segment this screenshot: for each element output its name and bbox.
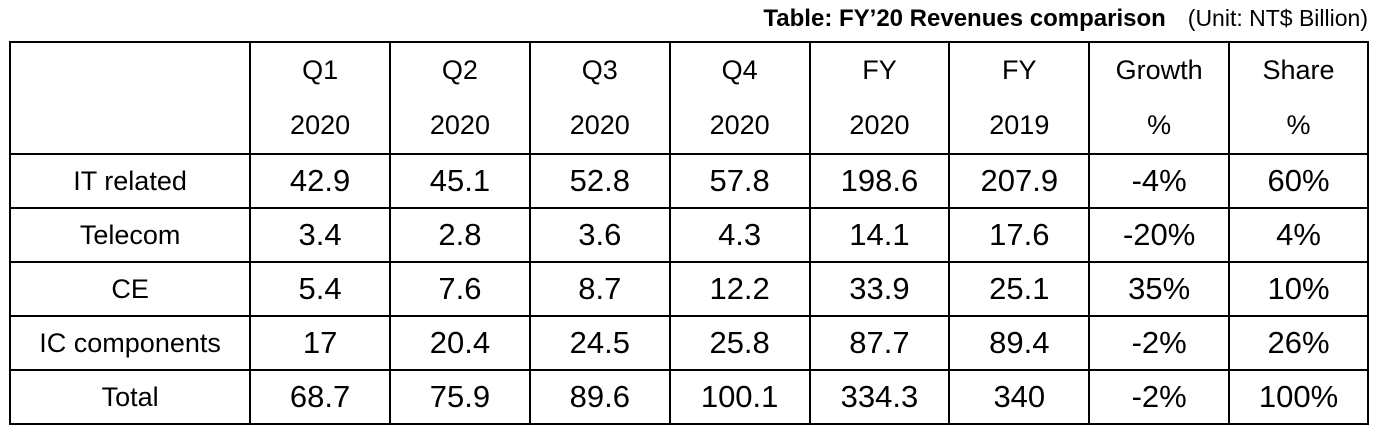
corner-cell (8, 41, 252, 155)
column-header-line2: 2019 (989, 110, 1050, 140)
column-header: FY 2019 (948, 41, 1091, 155)
table-cell: 25.1 (948, 261, 1091, 317)
column-header: FY 2020 (808, 41, 951, 155)
column-header: Growth% (1088, 41, 1231, 155)
table-cell: 89.4 (948, 315, 1091, 371)
table-cell: 57.8 (668, 153, 811, 209)
table-cell: -4% (1088, 153, 1231, 209)
table-cell: 45.1 (389, 153, 531, 209)
table-cell: 5.4 (249, 261, 392, 317)
column-header-line2: 2020 (849, 110, 910, 140)
column-header-line1: Growth (1115, 55, 1203, 85)
column-header-line1: FY (862, 55, 897, 85)
column-header-line1: FY (1002, 55, 1037, 85)
table-cell: 12.2 (668, 261, 811, 317)
revenue-table: Q1 2020 Q2 2020 Q3 2020 Q4 2020 FY 2020 FY 2019 Grow… (8, 41, 1369, 425)
table-row: IC components 17 20.4 24.5 25.8 87.7 89.4 -2% 26… (8, 315, 1369, 371)
table-cell: 89.6 (528, 369, 671, 425)
column-header-line1: Q1 (302, 55, 339, 85)
table-cell: 207.9 (948, 153, 1091, 209)
column-header: Share% (1228, 41, 1369, 155)
table-body: IT related 42.9 45.1 52.8 57.8 198.6 207.9 -4% 6… (8, 153, 1369, 425)
table-row: CE 5.4 7.6 8.7 12.2 33.9 25.1 35% 10% (8, 261, 1369, 317)
table-cell: 2.8 (389, 207, 531, 263)
table-cell: 68.7 (249, 369, 392, 425)
table-row: IT related 42.9 45.1 52.8 57.8 198.6 207.9 -4% 6… (8, 153, 1369, 209)
column-header-line2: % (1286, 110, 1311, 140)
table-cell: 33.9 (808, 261, 951, 317)
table-cell: 198.6 (808, 153, 951, 209)
column-header-line1: Q4 (721, 55, 758, 85)
unit-label: (Unit: NT$ Billion) (1187, 5, 1368, 31)
table-cell: 334.3 (808, 369, 951, 425)
column-header-line2: 2020 (429, 110, 490, 140)
table-row: Total 68.7 75.9 89.6 100.1 334.3 340 -2% 100% (8, 369, 1369, 425)
table-cell: 100.1 (668, 369, 811, 425)
row-label: CE (8, 261, 252, 317)
table-cell: 17.6 (948, 207, 1091, 263)
row-label: Telecom (8, 207, 252, 263)
column-header: Q1 2020 (249, 41, 392, 155)
table-title: Table: FY’20 Revenues comparison (763, 5, 1166, 32)
column-header-line1: Share (1262, 55, 1335, 85)
column-header-line2: % (1147, 110, 1172, 140)
table-cell: 10% (1228, 261, 1369, 317)
table-cell: -20% (1088, 207, 1231, 263)
table-cell: 26% (1228, 315, 1369, 371)
table-cell: 340 (948, 369, 1091, 425)
table-cell: 25.8 (668, 315, 811, 371)
column-header: Q2 2020 (389, 41, 531, 155)
table-cell: 14.1 (808, 207, 951, 263)
column-header-line1: Q2 (441, 55, 478, 85)
column-header-line2: 2020 (709, 110, 770, 140)
table-cell: 17 (249, 315, 392, 371)
table-cell: 4.3 (668, 207, 811, 263)
table-cell: 75.9 (389, 369, 531, 425)
row-label: IT related (8, 153, 252, 209)
table-cell: 87.7 (808, 315, 951, 371)
table-cell: 24.5 (528, 315, 671, 371)
table-cell: 4% (1228, 207, 1369, 263)
column-header: Q3 2020 (528, 41, 671, 155)
column-header-line2: 2020 (569, 110, 630, 140)
table-cell: 3.4 (249, 207, 392, 263)
table-cell: 7.6 (389, 261, 531, 317)
row-label: IC components (8, 315, 252, 371)
column-header-line1: Q3 (581, 55, 618, 85)
table-cell: 52.8 (528, 153, 671, 209)
table-cell: 100% (1228, 369, 1369, 425)
row-label: Total (8, 369, 252, 425)
table-cell: 60% (1228, 153, 1369, 209)
table-cell: -2% (1088, 369, 1231, 425)
table-cell: 3.6 (528, 207, 671, 263)
column-header: Q4 2020 (668, 41, 811, 155)
table-cell: 35% (1088, 261, 1231, 317)
table-row: Telecom 3.4 2.8 3.6 4.3 14.1 17.6 -20% 4% (8, 207, 1369, 263)
table-cell: 42.9 (249, 153, 392, 209)
table-cell: 20.4 (389, 315, 531, 371)
column-header-line2: 2020 (290, 110, 351, 140)
header-row: Q1 2020 Q2 2020 Q3 2020 Q4 2020 FY 2020 FY 2019 Grow… (8, 41, 1369, 155)
table-caption: Table: FY’20 Revenues comparison (Unit: N… (763, 4, 1368, 36)
table-cell: 8.7 (528, 261, 671, 317)
table-cell: -2% (1088, 315, 1231, 371)
